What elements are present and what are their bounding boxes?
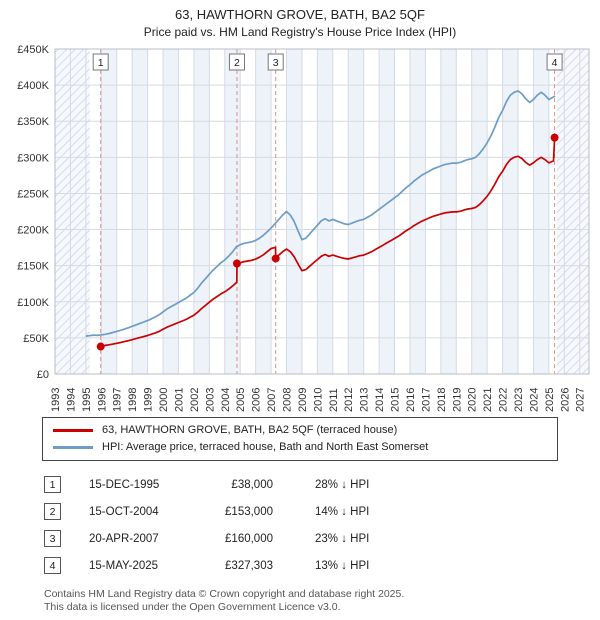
sale-date: 15-DEC-1995 <box>89 478 160 491</box>
sale-point-dots <box>96 133 559 351</box>
svg-text:2023: 2023 <box>513 388 525 412</box>
sale-price: £38,000 <box>231 478 273 491</box>
svg-text:2005: 2005 <box>235 388 247 412</box>
svg-text:2003: 2003 <box>204 388 216 412</box>
svg-text:1995: 1995 <box>81 388 93 412</box>
sale-number-markers: 1 2 3 4 <box>92 53 563 71</box>
hpi-line-swatch <box>53 446 93 449</box>
svg-text:1999: 1999 <box>143 388 155 412</box>
svg-text:£400K: £400K <box>17 80 49 92</box>
plot-border <box>54 48 590 375</box>
svg-text:£100K: £100K <box>17 297 49 309</box>
svg-text:2019: 2019 <box>451 388 463 412</box>
svg-text:4: 4 <box>552 57 558 69</box>
svg-text:2: 2 <box>234 57 240 69</box>
svg-text:1994: 1994 <box>65 388 77 412</box>
svg-text:2011: 2011 <box>328 388 340 412</box>
sales-table: 1 15-DEC-1995 £38,000 28% ↓ HPI 2 15-OCT… <box>44 471 600 579</box>
table-row: 4 15-MAY-2025 £327,303 13% ↓ HPI <box>44 552 600 579</box>
svg-text:2006: 2006 <box>251 388 263 412</box>
svg-text:£250K: £250K <box>17 188 49 200</box>
footer-line-1: Contains HM Land Registry data © Crown c… <box>44 588 405 600</box>
sale-price: £327,303 <box>225 559 273 572</box>
svg-text:2027: 2027 <box>575 388 587 412</box>
svg-text:2007: 2007 <box>266 388 278 412</box>
sale-number-badge: 1 <box>44 476 61 493</box>
svg-text:2026: 2026 <box>559 388 571 412</box>
svg-text:1993: 1993 <box>50 388 62 412</box>
svg-text:2017: 2017 <box>420 388 432 412</box>
svg-text:£300K: £300K <box>17 152 49 164</box>
svg-text:2024: 2024 <box>528 388 540 412</box>
sale-price: £153,000 <box>225 505 273 518</box>
sale-price: £160,000 <box>225 532 273 545</box>
svg-text:2015: 2015 <box>390 388 402 412</box>
svg-text:2014: 2014 <box>374 388 386 412</box>
y-axis-labels: £0 £50K £100K £150K £200K £250K £300K £350K £400… <box>17 44 49 381</box>
sale-date-lines <box>100 49 556 374</box>
page-subtitle: Price paid vs. HM Land Registry's House … <box>143 25 457 39</box>
sale-number-badge: 3 <box>44 530 61 547</box>
svg-text:2002: 2002 <box>189 388 201 412</box>
year-bands <box>70 49 580 374</box>
legend-row-price: 63, HAWTHORN GROVE, BATH, BA2 5QF (terra… <box>53 422 557 439</box>
legend-label-hpi: HPI: Average price, terraced house, Bath… <box>102 441 429 453</box>
svg-text:2021: 2021 <box>482 388 494 412</box>
no-data-hatch <box>55 49 589 374</box>
svg-text:2022: 2022 <box>498 388 510 412</box>
svg-text:2018: 2018 <box>436 388 448 412</box>
svg-text:£0: £0 <box>37 369 49 381</box>
footer-line-2: This data is licensed under the Open Gov… <box>44 601 341 613</box>
svg-text:2000: 2000 <box>158 388 170 412</box>
svg-text:2012: 2012 <box>343 388 355 412</box>
table-row: 3 20-APR-2007 £160,000 23% ↓ HPI <box>44 525 600 552</box>
sale-vs-hpi: 23% ↓ HPI <box>315 532 370 545</box>
price-line-swatch <box>53 429 93 432</box>
svg-text:£150K: £150K <box>17 261 49 273</box>
svg-text:£50K: £50K <box>23 333 49 345</box>
sale-date: 20-APR-2007 <box>89 532 159 545</box>
page-title: 63, HAWTHORN GROVE, BATH, BA2 5QF <box>175 7 425 22</box>
svg-text:£350K: £350K <box>17 116 49 128</box>
svg-text:1: 1 <box>98 57 104 69</box>
svg-text:3: 3 <box>273 57 279 69</box>
svg-text:£200K: £200K <box>17 225 49 237</box>
svg-text:2025: 2025 <box>544 388 556 412</box>
table-row: 2 15-OCT-2004 £153,000 14% ↓ HPI <box>44 498 600 525</box>
legend: 63, HAWTHORN GROVE, BATH, BA2 5QF (terra… <box>42 417 558 461</box>
sale-date: 15-MAY-2025 <box>89 559 159 572</box>
license-footer: Contains HM Land Registry data © Crown c… <box>44 588 600 614</box>
price-chart: 1 2 3 4 £0 £50K £100K £150K £200K £250K £300K £350… <box>17 44 590 412</box>
legend-label-price: 63, HAWTHORN GROVE, BATH, BA2 5QF (terra… <box>102 424 398 436</box>
sale-date: 15-OCT-2004 <box>89 505 159 518</box>
table-row: 1 15-DEC-1995 £38,000 28% ↓ HPI <box>44 471 600 498</box>
svg-text:2008: 2008 <box>282 388 294 412</box>
svg-text:2016: 2016 <box>405 388 417 412</box>
svg-text:£450K: £450K <box>17 44 49 56</box>
sale-number-badge: 4 <box>44 557 61 574</box>
gridlines <box>54 48 589 375</box>
svg-text:2009: 2009 <box>297 388 309 412</box>
sale-number-badge: 2 <box>44 503 61 520</box>
svg-text:2020: 2020 <box>467 388 479 412</box>
sale-vs-hpi: 14% ↓ HPI <box>315 505 370 518</box>
svg-text:2010: 2010 <box>312 388 324 412</box>
svg-text:2004: 2004 <box>220 388 232 412</box>
x-axis-labels: 1993 1994 1995 1996 1997 1998 1999 2000 2001 2002… <box>50 388 587 412</box>
svg-text:1998: 1998 <box>127 388 139 412</box>
svg-text:2013: 2013 <box>359 388 371 412</box>
sale-vs-hpi: 28% ↓ HPI <box>315 478 370 491</box>
svg-text:1996: 1996 <box>96 388 108 412</box>
series-lines <box>85 90 556 348</box>
svg-text:1997: 1997 <box>112 388 124 412</box>
sale-vs-hpi: 13% ↓ HPI <box>315 559 370 572</box>
legend-row-hpi: HPI: Average price, terraced house, Bath… <box>53 439 557 456</box>
svg-text:2001: 2001 <box>173 388 185 412</box>
